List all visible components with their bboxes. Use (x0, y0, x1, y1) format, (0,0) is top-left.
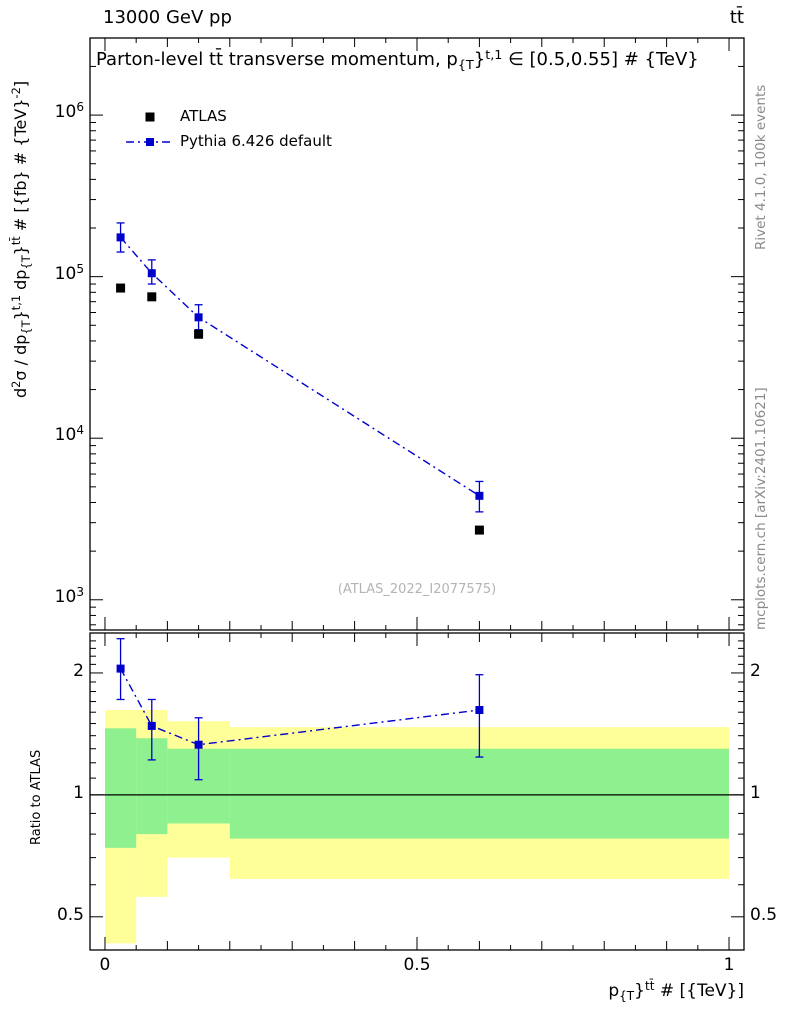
x-tick-label: 0.5 (403, 955, 431, 975)
pythia-marker (116, 233, 125, 242)
ratio-marker (475, 706, 484, 715)
ratio-marker (116, 664, 125, 673)
main-frame (89, 37, 745, 631)
y-tick-label: 106 (54, 100, 84, 123)
legend-marker-atlas (145, 112, 155, 122)
x-tick-label: 1 (723, 955, 735, 975)
atlas-marker (474, 525, 484, 535)
ratio-line (119, 668, 480, 746)
ratio-band-green (104, 728, 137, 848)
ratio-tick-label-left: 1 (73, 782, 84, 803)
mcplots-reference-label: mcplots.cern.ch [arXiv:2401.10621] (753, 387, 769, 630)
beam-energy-label: 13000 GeV pp (103, 7, 232, 28)
plot-title: Parton-level tt̄ transverse momentum, p{… (96, 47, 699, 74)
ratio-band-green (229, 748, 730, 839)
atlas-marker (194, 329, 204, 339)
ratio-tick-label-right: 2 (750, 660, 761, 681)
ratio-tick-label-left: 0.5 (56, 904, 84, 925)
legend-marker-pythia (146, 138, 154, 146)
pythia-marker (147, 269, 156, 278)
ratio-tick-label-left: 2 (73, 660, 84, 681)
legend-label-atlas: ATLAS (180, 107, 227, 125)
ratio-tick-label-right: 1 (750, 782, 761, 803)
atlas-marker (147, 292, 157, 302)
ratio-marker (194, 740, 203, 749)
y-tick-label: 104 (54, 423, 84, 446)
atlas-marker (116, 283, 126, 293)
y-axis-title: d2σ / dp{T}t,1 dp{T}tt̄ # [{fb} # {TeV}-… (9, 80, 33, 398)
y-tick-label: 103 (54, 584, 84, 607)
analysis-watermark: (ATLAS_2022_I2077575) (337, 582, 497, 597)
y-tick-label: 105 (54, 261, 84, 284)
pythia-line (120, 236, 480, 497)
legend-label-pythia: Pythia 6.426 default (180, 132, 332, 150)
pythia-marker (475, 491, 484, 500)
x-axis-title: p{T}tt̄ # [{TeV}] (608, 978, 744, 1004)
rivet-version-label: Rivet 4.1.0, 100k events (753, 84, 769, 250)
x-tick-label: 0 (99, 955, 111, 975)
pythia-marker (194, 313, 203, 322)
ratio-tick-label-right: 0.5 (750, 904, 778, 925)
process-label: tt̄ (729, 7, 744, 28)
ratio-marker (147, 721, 156, 730)
